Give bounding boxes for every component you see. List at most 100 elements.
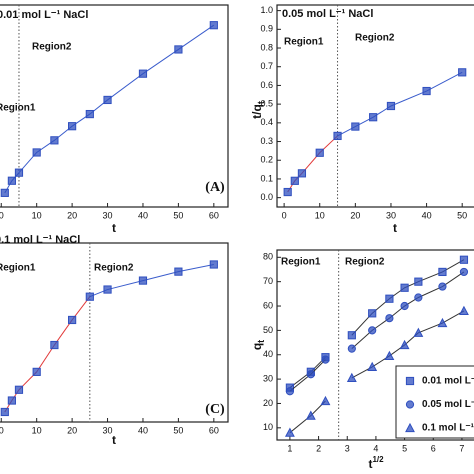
x-tick-label: 7 <box>459 443 464 453</box>
x-tick-label: 50 <box>173 210 183 220</box>
plot-frame <box>276 249 474 441</box>
point <box>320 395 331 406</box>
y-tick-label: 60 <box>263 300 273 310</box>
y-axis-label: t/qt <box>250 101 266 119</box>
fit-line <box>4 296 91 413</box>
point <box>85 292 94 301</box>
x-axis-label: t <box>112 221 116 235</box>
y-tick-label: 50 <box>263 325 273 335</box>
point <box>400 301 409 311</box>
point <box>385 294 394 303</box>
point <box>386 101 396 111</box>
point <box>438 267 447 277</box>
y-tick-label: 0.7 <box>260 61 273 71</box>
point <box>399 339 410 350</box>
point <box>283 187 292 197</box>
y-tick-label: 0.6 <box>260 80 273 90</box>
y-tick-label: 0.9 <box>260 24 273 34</box>
y-tick-label: 70 <box>263 276 273 286</box>
x-tick-label: 40 <box>422 210 432 220</box>
fit-line <box>351 259 465 336</box>
point <box>384 350 395 361</box>
region-label: Region1 <box>284 37 324 48</box>
y-tick-label: 0.5 <box>260 99 273 109</box>
point <box>32 367 41 376</box>
x-tick-label: 2 <box>316 443 321 453</box>
point <box>400 283 409 292</box>
region-label: Region1 <box>0 263 36 274</box>
point <box>368 309 377 318</box>
point <box>368 326 377 335</box>
point <box>414 277 423 286</box>
x-tick-label: 10 <box>32 210 42 220</box>
region-label: Region2 <box>345 257 385 268</box>
point <box>385 314 394 323</box>
point <box>351 122 360 131</box>
panel-label: (A) <box>205 180 225 195</box>
legend-marker <box>405 422 415 433</box>
x-tick-label: 6 <box>431 443 436 453</box>
point <box>7 176 16 185</box>
x-tick-label: 3 <box>345 443 350 453</box>
y-tick-label: 1.0 <box>260 5 273 15</box>
plot-frame <box>276 4 474 208</box>
y-tick-label: 80 <box>263 252 273 262</box>
y-tick-label: 0.8 <box>260 42 273 52</box>
x-tick-label: 30 <box>103 425 113 435</box>
x-tick-label: 4 <box>373 443 378 453</box>
x-tick-label: 30 <box>386 210 396 220</box>
x-axis-label-sup: 1/2 <box>372 455 384 464</box>
x-tick-label: 40 <box>138 210 148 220</box>
point <box>103 285 112 294</box>
x-axis-label-text: t <box>112 221 116 235</box>
point <box>285 387 295 396</box>
x-tick-label: 20 <box>67 210 77 220</box>
x-tick-label: 0 <box>0 210 4 220</box>
x-axis-label: t1/2 <box>368 455 384 471</box>
y-tick-label: 30 <box>263 373 273 383</box>
legend-label: 0.01 mol L⁻¹ <box>422 376 474 387</box>
region-label: Region2 <box>32 42 72 53</box>
x-tick-label: 1 <box>287 443 292 453</box>
point <box>50 136 59 145</box>
point <box>209 260 218 269</box>
point <box>347 344 356 353</box>
point <box>103 95 112 105</box>
legend-marker <box>405 376 415 386</box>
point <box>438 282 447 291</box>
point <box>0 407 9 417</box>
point <box>305 410 316 420</box>
point <box>458 68 467 77</box>
point <box>138 69 148 78</box>
point <box>459 267 469 277</box>
point <box>14 168 24 177</box>
x-tick-label: 0 <box>0 425 4 435</box>
point <box>413 327 424 337</box>
x-tick-label: 0 <box>282 210 287 220</box>
region-label: Region2 <box>94 263 134 274</box>
panel-title: 0.1 mol L⁻¹ NaCl <box>0 234 80 246</box>
point <box>333 131 342 141</box>
point <box>284 427 295 437</box>
panel-label: (C) <box>205 402 225 417</box>
point <box>68 315 77 325</box>
region-label: Region1 <box>281 257 321 268</box>
point <box>437 317 448 328</box>
point <box>459 255 469 264</box>
point <box>0 188 9 197</box>
y-tick-label: 0.2 <box>260 155 273 165</box>
x-tick-label: 60 <box>209 210 219 220</box>
y-axis-label: qt <box>250 340 266 350</box>
point <box>459 305 469 315</box>
x-tick-label: 60 <box>209 425 219 435</box>
point <box>306 370 315 379</box>
plot-frame <box>0 242 229 423</box>
region-label: Region1 <box>0 103 36 114</box>
x-axis-label-text: t <box>112 433 116 447</box>
point <box>422 86 431 96</box>
point <box>346 372 357 382</box>
y-axis-label-text: q <box>250 343 264 350</box>
y-tick-label: 20 <box>263 398 273 408</box>
x-tick-label: 20 <box>350 210 360 220</box>
